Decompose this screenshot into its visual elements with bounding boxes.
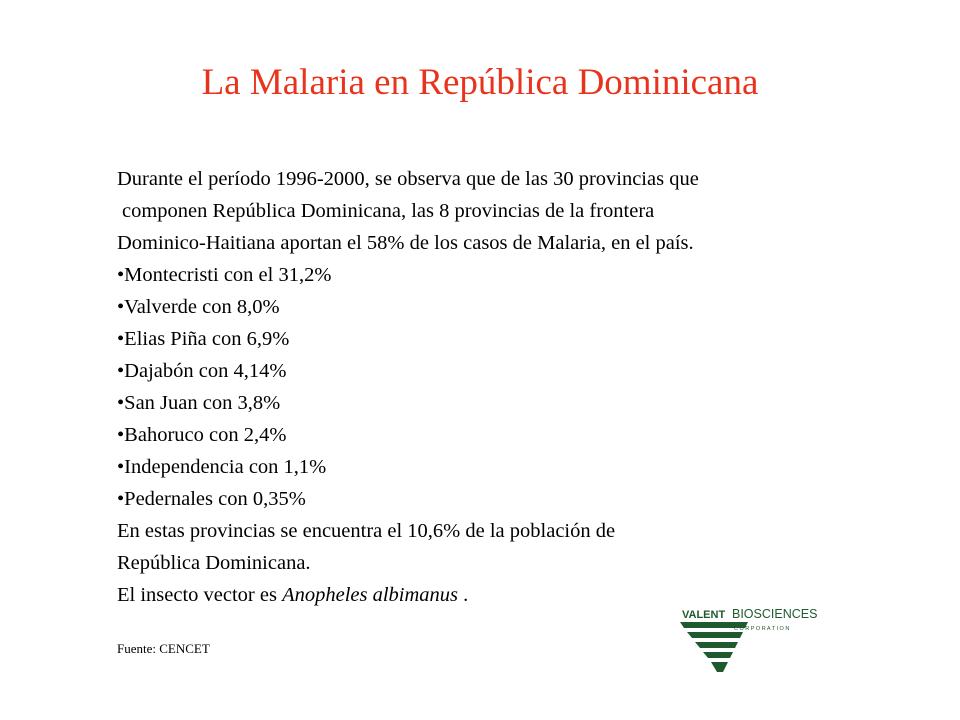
slide-body: Durante el período 1996-2000, se observa… <box>117 163 897 611</box>
logo-brand-left: VALENT <box>682 609 725 621</box>
province-item: •Montecristi con el 31,2% <box>117 264 332 286</box>
logo-stripe-2 <box>687 632 743 638</box>
province-item: •Dajabón con 4,14% <box>117 360 287 382</box>
province-item: •Bahoruco con 2,4% <box>117 424 287 446</box>
closing-line-1: En estas provincias se encuentra el 10,6… <box>117 520 616 542</box>
province-item: •Pedernales con 0,35% <box>117 488 306 510</box>
vector-suffix: . <box>458 584 469 606</box>
logo-brand-right: BIOSCIENCES <box>732 607 817 621</box>
province-item: •San Juan con 3,8% <box>117 392 281 414</box>
intro-line-1: Durante el período 1996-2000, se observa… <box>117 168 699 190</box>
valent-biosciences-logo: VALENT BIOSCIENCES C O R P O R A T I O N <box>680 607 817 672</box>
source-note: Fuente: CENCET <box>117 641 210 656</box>
logo-stripe-3 <box>695 642 738 648</box>
logo-stripe-5 <box>711 662 728 672</box>
province-item: •Elias Piña con 6,9% <box>117 328 290 350</box>
logo-subtitle: C O R P O R A T I O N <box>734 626 789 632</box>
intro-line-3: Dominico-Haitiana aportan el 58% de los … <box>117 232 694 254</box>
vector-line: El insecto vector es Anopheles albimanus… <box>117 579 897 611</box>
logo-stripe-1 <box>680 622 748 628</box>
intro-line-2: componen República Dominicana, las 8 pro… <box>122 200 655 222</box>
closing-line-2: República Dominicana. <box>117 552 311 574</box>
logo-stripe-4 <box>703 652 733 658</box>
vector-prefix: El insecto vector es <box>117 584 283 606</box>
slide-title: La Malaria en República Dominicana <box>201 62 759 103</box>
province-item: •Valverde con 8,0% <box>117 296 280 318</box>
province-item: •Independencia con 1,1% <box>117 456 327 478</box>
vector-species: Anopheles albimanus <box>282 584 459 606</box>
